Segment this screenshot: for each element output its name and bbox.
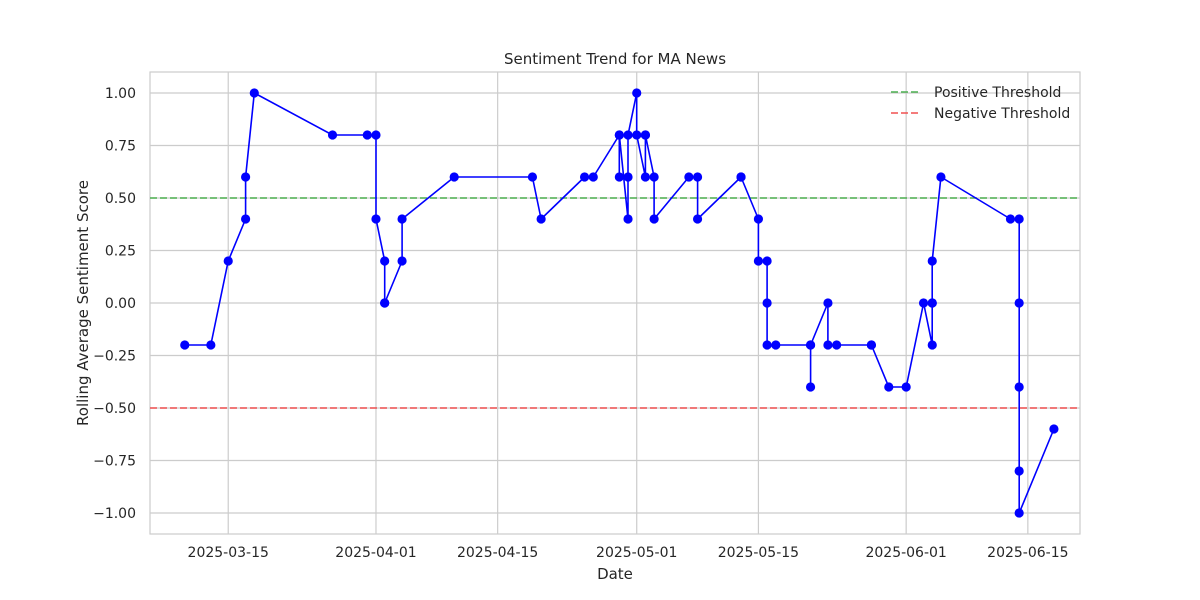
y-tick-label: 0.00 — [105, 296, 136, 312]
data-point — [527, 172, 538, 182]
data-point — [762, 256, 772, 266]
data-point — [623, 130, 633, 140]
data-point — [327, 130, 338, 140]
data-point — [241, 172, 251, 182]
data-point — [206, 340, 216, 350]
data-point — [449, 172, 459, 182]
data-point — [623, 214, 633, 224]
series-polyline — [184, 92, 1055, 514]
data-point — [649, 172, 659, 182]
data-point — [805, 382, 816, 392]
y-axis-label: Rolling Average Sentiment Score — [74, 180, 92, 426]
data-point — [823, 340, 833, 350]
data-point — [640, 172, 651, 182]
data-point — [753, 214, 764, 224]
data-point — [397, 256, 407, 266]
y-tick-label: 1.00 — [105, 86, 136, 102]
legend-label: Positive Threshold — [934, 85, 1061, 101]
data-point — [649, 214, 659, 224]
data-point — [927, 298, 937, 308]
data-point — [736, 172, 746, 182]
data-point — [632, 88, 642, 98]
data-point — [614, 130, 624, 140]
data-point — [1005, 214, 1016, 224]
x-tick-label: 2025-05-15 — [718, 545, 799, 561]
data-point — [180, 340, 190, 350]
x-tick-label: 2025-04-01 — [335, 545, 416, 561]
data-point — [692, 172, 703, 182]
chart-title: Sentiment Trend for MA News — [504, 50, 726, 68]
data-point — [249, 88, 259, 98]
data-point — [823, 298, 833, 308]
data-point — [1014, 508, 1024, 518]
data-point — [884, 382, 894, 392]
data-point — [380, 298, 390, 308]
data-point — [866, 340, 877, 350]
data-point — [805, 340, 816, 350]
data-point — [632, 130, 642, 140]
tick-labels: 2025-03-15 2025-04-01 2025-04-15 2025-05-01… — [93, 86, 1068, 561]
data-point — [579, 172, 590, 182]
data-point — [692, 214, 703, 224]
data-point — [762, 298, 772, 308]
data-point — [362, 130, 372, 140]
y-tick-label: 0.25 — [105, 244, 136, 260]
data-point — [1014, 466, 1024, 476]
y-tick-label: −0.75 — [93, 454, 136, 470]
x-tick-label: 2025-06-01 — [865, 545, 946, 561]
y-tick-label: 0.50 — [105, 191, 136, 207]
y-tick-label: −0.50 — [93, 401, 136, 417]
data-point — [771, 340, 781, 350]
data-point — [1014, 382, 1024, 392]
data-point — [918, 298, 929, 308]
data-point — [536, 214, 546, 224]
data-point — [371, 214, 381, 224]
data-point — [901, 382, 911, 392]
data-point — [380, 256, 390, 266]
data-point — [223, 256, 233, 266]
data-point — [1049, 424, 1059, 434]
data-point — [623, 172, 633, 182]
legend-label: Negative Threshold — [934, 106, 1070, 122]
data-point — [936, 172, 946, 182]
x-tick-label: 2025-06-15 — [987, 545, 1068, 561]
data-point — [588, 172, 598, 182]
data-point — [640, 130, 651, 140]
legend: Positive Threshold Negative Threshold — [891, 85, 1070, 122]
data-point — [762, 340, 772, 350]
x-axis-label: Date — [597, 565, 633, 583]
x-tick-label: 2025-03-15 — [188, 545, 269, 561]
y-tick-label: −1.00 — [93, 506, 136, 522]
data-point — [753, 256, 764, 266]
y-tick-label: −0.25 — [93, 349, 136, 365]
data-point — [927, 256, 937, 266]
series-line — [180, 88, 1059, 518]
y-tick-label: 0.75 — [105, 139, 136, 155]
data-point — [927, 340, 937, 350]
data-point — [832, 340, 842, 350]
x-tick-label: 2025-05-01 — [596, 545, 677, 561]
data-point — [397, 214, 407, 224]
data-point — [371, 130, 381, 140]
data-point — [1014, 298, 1024, 308]
data-point — [684, 172, 694, 182]
x-tick-label: 2025-04-15 — [457, 545, 538, 561]
data-point — [614, 172, 624, 182]
data-point — [241, 214, 251, 224]
data-point — [1014, 214, 1024, 224]
threshold-lines — [150, 197, 1080, 409]
